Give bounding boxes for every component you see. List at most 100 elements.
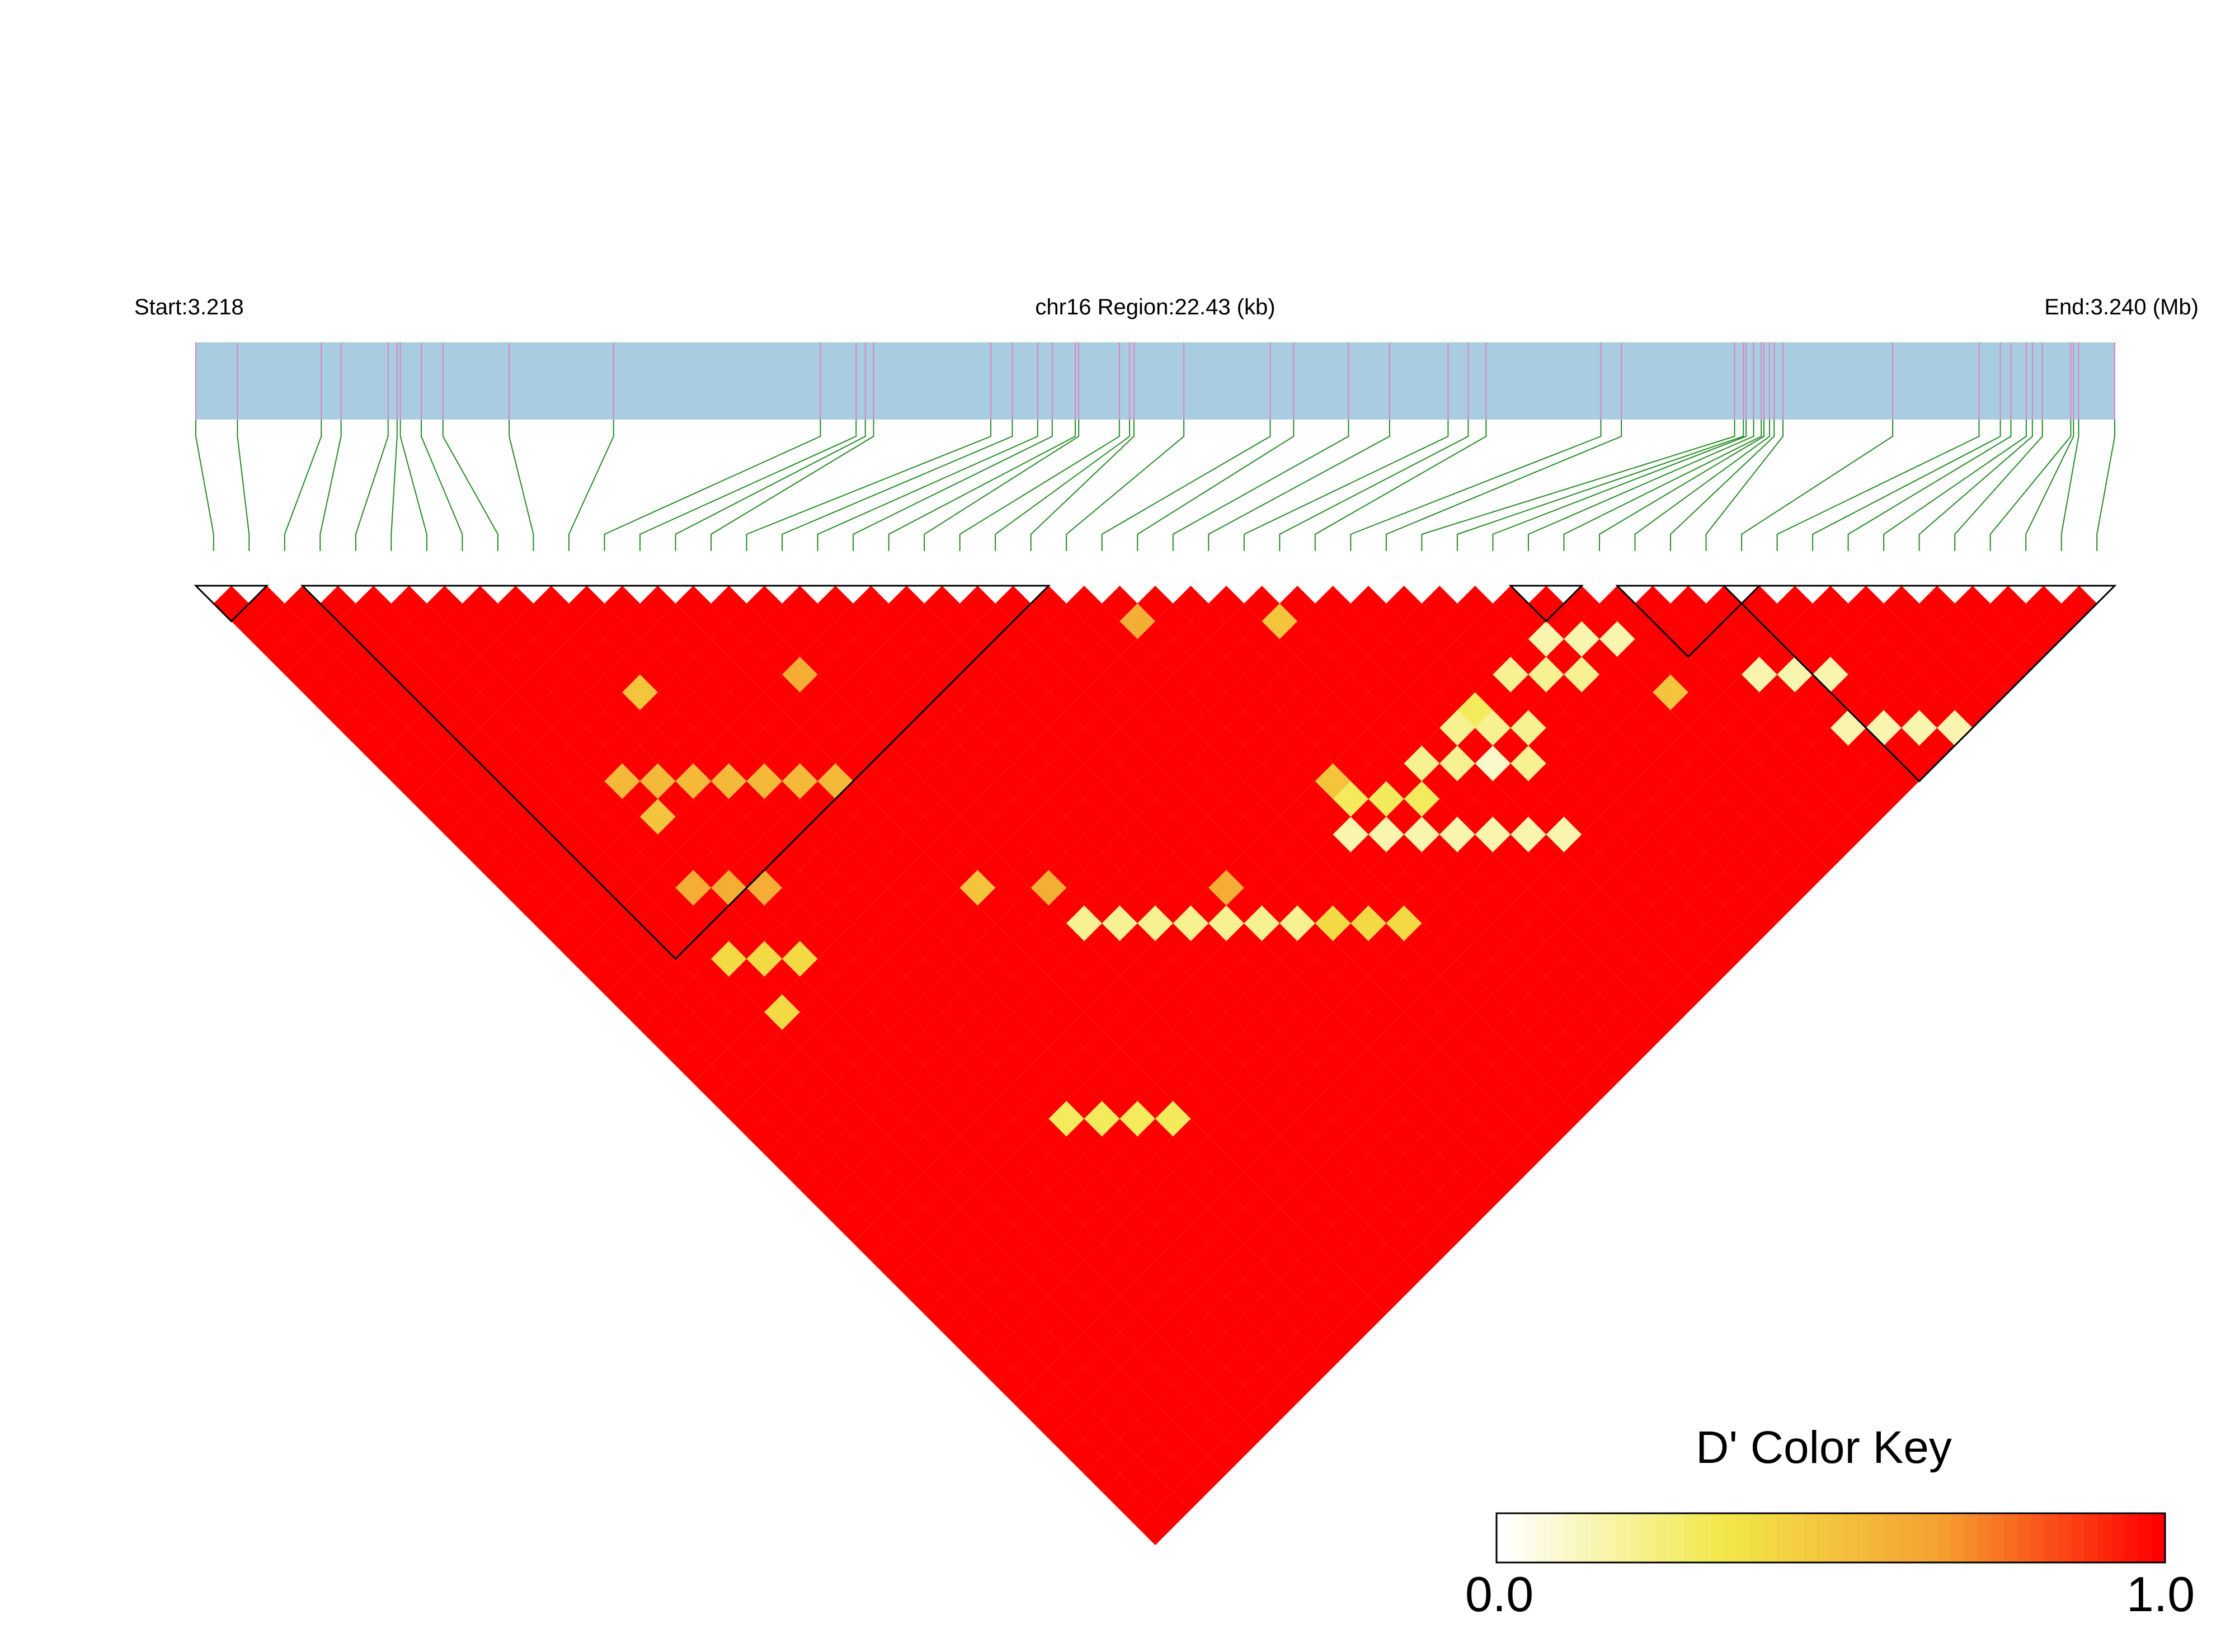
ld-cell [835, 1172, 871, 1208]
ld-cell [924, 1118, 960, 1155]
ld-cell [711, 1083, 747, 1119]
snp-connector [1314, 420, 1487, 551]
snp-markers [195, 342, 2115, 420]
ld-cell [1724, 781, 1759, 817]
ld-cell [497, 621, 534, 657]
ld-cell [1493, 1083, 1528, 1119]
ld-cell [1244, 1296, 1280, 1332]
snp-connector [1172, 420, 1349, 551]
ld-cell [444, 639, 481, 675]
ld-cell [1493, 905, 1528, 942]
color-key-swatch [1871, 1513, 1885, 1562]
ld-cell [1244, 1154, 1280, 1190]
ld-cell [1244, 1189, 1280, 1226]
ld-cell [497, 728, 534, 764]
snp-connector [1066, 420, 1185, 551]
color-key-swatch [1751, 1513, 1765, 1562]
region-start-label: Start:3.218 [134, 295, 244, 319]
snp-connector [355, 420, 389, 551]
ld-cell [942, 887, 978, 924]
color-key-swatch [1657, 1513, 1671, 1562]
snp-connector-lines [195, 420, 2115, 551]
ld-cell [942, 958, 978, 995]
ld-cell [1244, 1367, 1280, 1403]
ld-cell [1066, 1367, 1102, 1403]
color-key-swatch [1724, 1513, 1738, 1562]
ld-cell [1244, 976, 1280, 1013]
ld-block-outlines [194, 585, 2117, 961]
snp-connector [237, 420, 250, 551]
color-key-swatch [1643, 1513, 1658, 1562]
gene-region-bar [196, 342, 2115, 420]
ld-cell [942, 1314, 978, 1350]
color-key-swatch [1497, 1513, 1511, 1562]
region-end-label: End:3.240 (Mb) [2044, 295, 2199, 319]
ld-cell [942, 1101, 978, 1137]
ld-cell [1173, 1118, 1209, 1155]
color-key-swatch [2044, 1513, 2059, 1562]
ld-cell [711, 834, 747, 870]
ld-cell [1244, 692, 1280, 728]
color-key-swatch [2071, 1513, 2086, 1562]
snp-connector [1847, 420, 2012, 551]
ld-cell [1724, 816, 1759, 853]
ld-cell [1972, 639, 2008, 675]
color-key-swatch [1630, 1513, 1644, 1562]
ld-cell [1066, 799, 1102, 835]
ld-cell [1777, 870, 1813, 906]
color-key-swatch [1951, 1513, 1965, 1562]
ld-cell [942, 994, 978, 1030]
ld-cell [835, 994, 871, 1030]
snp-connector [959, 420, 1120, 551]
ld-cell [1066, 586, 1102, 622]
snp-connector [2060, 420, 2079, 551]
ld-cell [497, 657, 534, 693]
ld-cell [1493, 728, 1528, 764]
ld-cell [1244, 763, 1280, 799]
snp-connector [2096, 420, 2115, 551]
snp-connector [1670, 420, 1775, 551]
ld-cell [1475, 1172, 1511, 1208]
ld-cell [1244, 1402, 1280, 1439]
ld-cell [835, 923, 871, 959]
ld-cell [1493, 763, 1528, 799]
ld-cell [711, 763, 747, 799]
ld-cell [835, 852, 871, 888]
ld-cell [711, 657, 747, 693]
ld-cell [711, 692, 747, 728]
snp-connector [639, 420, 857, 551]
ld-cell [835, 1029, 871, 1066]
color-key-swatch [1857, 1513, 1872, 1562]
color-key-swatch [1590, 1513, 1605, 1562]
ld-cell [497, 834, 534, 870]
ld-cell [1244, 1331, 1280, 1368]
snp-connector [399, 420, 427, 551]
ld-cell [586, 639, 623, 675]
ld-cell [1493, 976, 1528, 1013]
ld-cell [835, 639, 871, 675]
ld-cell [817, 1118, 854, 1155]
ld-cell [942, 1065, 978, 1102]
ld-cell [782, 1118, 818, 1155]
ld-cell [1724, 639, 1759, 675]
ld-cell [746, 1118, 783, 1155]
ld-cell [711, 586, 747, 622]
ld-cell [942, 1207, 978, 1244]
ld-cell [444, 781, 481, 817]
ld-cell [1972, 603, 2008, 639]
ld-cell [497, 692, 534, 728]
ld-cell [1493, 870, 1528, 906]
snp-connector [1385, 420, 1622, 551]
color-key-swatch [1964, 1513, 1979, 1562]
ld-cell [1724, 923, 1759, 959]
ld-cell [711, 1012, 747, 1048]
snp-connector [319, 420, 342, 551]
ld-cell [942, 781, 978, 817]
snp-connector [1989, 420, 2072, 551]
ld-cells [213, 586, 2097, 1545]
snp-connector [1954, 420, 2043, 551]
ld-cell [320, 692, 356, 728]
snp-connector [1279, 420, 1469, 551]
region-center-label: chr16 Region:22.43 (kb) [1035, 295, 1275, 319]
